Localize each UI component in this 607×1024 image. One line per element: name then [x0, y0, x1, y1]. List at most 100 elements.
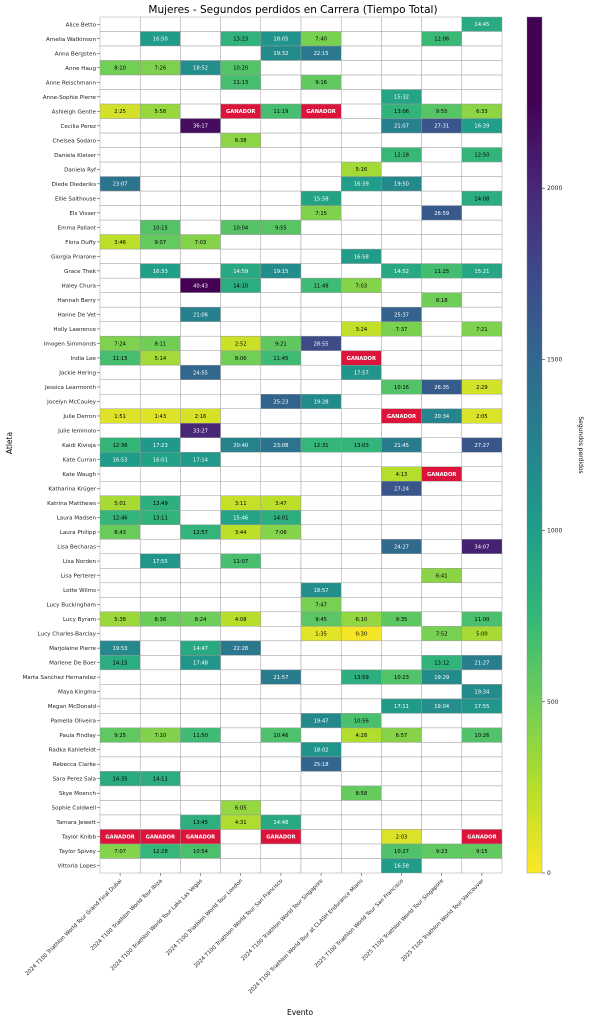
cell-value: 15:32 — [394, 95, 409, 101]
heatmap-cell — [340, 393, 382, 409]
heatmap-cell — [260, 379, 302, 395]
heatmap-cell — [461, 597, 503, 613]
heatmap-cell — [139, 190, 181, 206]
heatmap-cell — [180, 219, 221, 235]
heatmap-cell — [99, 190, 141, 206]
heatmap-cell — [139, 147, 181, 163]
heatmap-cell — [180, 132, 221, 148]
heatmap-cell — [99, 481, 141, 497]
heatmap-cell — [180, 495, 221, 511]
heatmap-cell — [180, 582, 221, 598]
heatmap-cell — [220, 379, 262, 395]
heatmap-cell — [99, 393, 141, 409]
heatmap-cell — [300, 263, 342, 279]
heatmap-cell — [381, 234, 422, 250]
cell-value: 7:06 — [275, 530, 287, 536]
heatmap-cell — [300, 553, 342, 569]
heatmap-cell — [461, 423, 503, 438]
heatmap-cell — [180, 568, 221, 584]
heatmap-cell — [421, 684, 463, 700]
cell-value: 10:26 — [474, 733, 489, 739]
heatmap-cell — [139, 16, 181, 32]
cell-value: 9:55 — [436, 109, 448, 115]
heatmap-cell — [220, 756, 262, 772]
cell-value: 9:55 — [275, 225, 287, 231]
heatmap-cell — [260, 553, 302, 569]
cell-value: 6:05 — [235, 806, 247, 812]
heatmap-cell — [340, 568, 382, 584]
winner-label: GANADOR — [186, 835, 215, 841]
cell-value: 16:58 — [354, 254, 369, 260]
cell-value: 4:08 — [235, 617, 247, 623]
heatmap-cell — [421, 814, 463, 830]
heatmap-cell — [421, 176, 463, 192]
heatmap-cell — [461, 161, 503, 177]
athlete-label-flora-duffy: Flora Duffy — [65, 240, 96, 246]
cell-value: 7:15 — [315, 211, 327, 217]
heatmap-cell — [300, 727, 342, 743]
cell-value: 25:37 — [394, 312, 409, 318]
cell-value: 13:23 — [233, 37, 248, 43]
cell-value: 13:11 — [153, 515, 168, 521]
winner-label: GANADOR — [226, 109, 255, 115]
heatmap-cell — [260, 176, 302, 192]
heatmap-cell — [381, 190, 422, 206]
cell-value: 8:58 — [355, 791, 367, 797]
heatmap-cell — [99, 568, 141, 584]
heatmap-cell — [300, 219, 342, 235]
heatmap-cell — [260, 698, 302, 714]
heatmap-cell — [340, 103, 382, 119]
winner-label: GANADOR — [347, 356, 376, 362]
cell-value: 36:17 — [193, 124, 208, 130]
heatmap-cell — [260, 321, 302, 337]
cell-value: 33:27 — [193, 428, 208, 434]
heatmap-cell — [99, 379, 141, 395]
colorbar: 0 500 1000 1500 2000 — [526, 16, 562, 877]
athlete-label-emma-pallant: Emma Pallant — [58, 225, 97, 231]
heatmap-cell — [340, 843, 382, 859]
heatmap-cell — [99, 785, 141, 801]
cell-value: 2:52 — [235, 341, 247, 347]
event-label-8: 2025 T100 Triathlon World Tour San Franc… — [314, 878, 405, 969]
cell-value: 21:06 — [193, 312, 208, 318]
heatmap-cell — [260, 481, 302, 497]
heatmap-cell — [220, 190, 262, 206]
cell-value: 5:00 — [476, 632, 488, 638]
heatmap-cell — [461, 60, 503, 76]
heatmap-cell — [260, 364, 302, 380]
heatmap-cell — [180, 800, 221, 816]
heatmap-cell — [99, 219, 141, 235]
heatmap-cell — [300, 408, 342, 424]
heatmap-cell — [381, 684, 422, 700]
heatmap-cell — [300, 495, 342, 511]
heatmap-cell — [220, 408, 262, 424]
heatmap-cell — [340, 89, 382, 105]
cell-value: 20:40 — [233, 443, 248, 449]
cell-value: 9:25 — [114, 733, 126, 739]
cell-value: 2:16 — [195, 414, 207, 420]
athlete-label-jessica-learmonth: Jessica Learmonth — [44, 385, 96, 391]
heatmap-cell — [139, 858, 181, 874]
cell-value: 12:18 — [394, 153, 409, 159]
heatmap-cell — [461, 524, 503, 540]
heatmap-cell — [421, 132, 463, 148]
heatmap-cell — [461, 800, 503, 816]
athlete-label-taylor-knibb: Taylor Knibb — [61, 835, 97, 841]
heatmap-cell — [180, 205, 221, 221]
athlete-label-pamella-oliveira: Pamella Oliveira — [51, 719, 96, 725]
heatmap-cell — [461, 277, 503, 293]
cell-value: 20:34 — [434, 414, 450, 420]
athlete-label-hanne-de-vet: Hanne De Vet — [58, 312, 97, 318]
heatmap-cell — [381, 553, 422, 569]
cell-value: 22:28 — [233, 646, 248, 652]
heatmap-cell — [340, 423, 382, 438]
heatmap-cell — [300, 379, 342, 395]
heatmap-cell — [381, 568, 422, 584]
heatmap-cell — [340, 31, 382, 47]
heatmap-cell — [381, 655, 422, 671]
cell-value: 2:29 — [476, 385, 488, 391]
athlete-label-kate-waugh: Kate Waugh — [62, 472, 96, 478]
heatmap-cell — [421, 89, 463, 105]
cell-value: 14:10 — [233, 283, 248, 289]
